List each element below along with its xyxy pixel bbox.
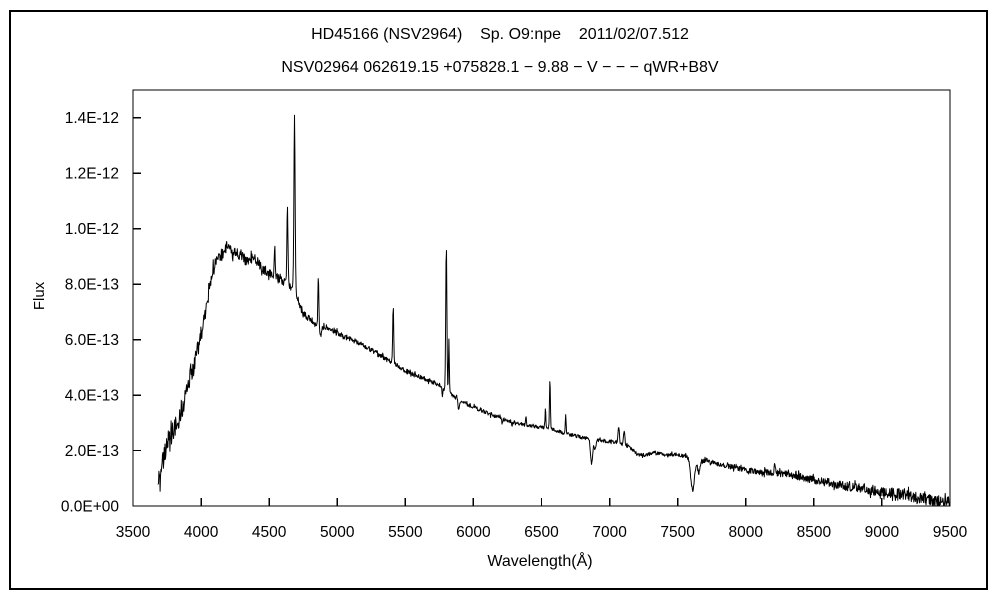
- x-tick-label: 8000: [729, 524, 764, 541]
- x-tick-label: 6500: [524, 524, 559, 541]
- y-tick-label: 8.0E-13: [65, 277, 119, 294]
- x-tick-label: 6000: [456, 524, 491, 541]
- x-axis-label: Wavelength(Å): [487, 551, 592, 570]
- y-tick-label: 1.2E-12: [65, 166, 119, 183]
- spectrum-trace: [157, 114, 950, 506]
- y-tick-label: 0.0E+00: [61, 499, 120, 516]
- spectrum-line: [157, 114, 950, 506]
- x-tick-label: 7500: [660, 524, 695, 541]
- x-tick-label: 7000: [592, 524, 627, 541]
- chart-subtitle: NSV02964 062619.15 +075828.1 − 9.88 − V …: [281, 59, 719, 76]
- y-tick-label: 2.0E-13: [65, 443, 119, 460]
- x-tick-label: 9000: [865, 524, 900, 541]
- plot-frame: [132, 89, 951, 507]
- x-tick-label: 3500: [116, 524, 151, 541]
- x-tick-label: 5000: [320, 524, 355, 541]
- y-axis-label: Flux: [31, 281, 48, 310]
- x-tick-label: 4000: [184, 524, 219, 541]
- x-tick-label: 5500: [388, 524, 423, 541]
- x-tick-label: 8500: [797, 524, 832, 541]
- axis-ticks: [132, 117, 951, 507]
- chart-title: HD45166 (NSV2964) Sp. O9:npe 2011/02/07.…: [311, 26, 689, 43]
- image-border: [9, 10, 988, 590]
- y-tick-label: 1.4E-12: [65, 110, 119, 127]
- axis-tick-labels: 3500 4000 4500 5000 5500 6000 6500 7000 7500 8000…: [61, 110, 968, 541]
- y-tick-label: 1.0E-12: [65, 221, 119, 238]
- x-tick-label: 4500: [252, 524, 287, 541]
- x-tick-label: 9500: [933, 524, 968, 541]
- y-tick-label: 4.0E-13: [65, 388, 119, 405]
- y-tick-label: 6.0E-13: [65, 332, 119, 349]
